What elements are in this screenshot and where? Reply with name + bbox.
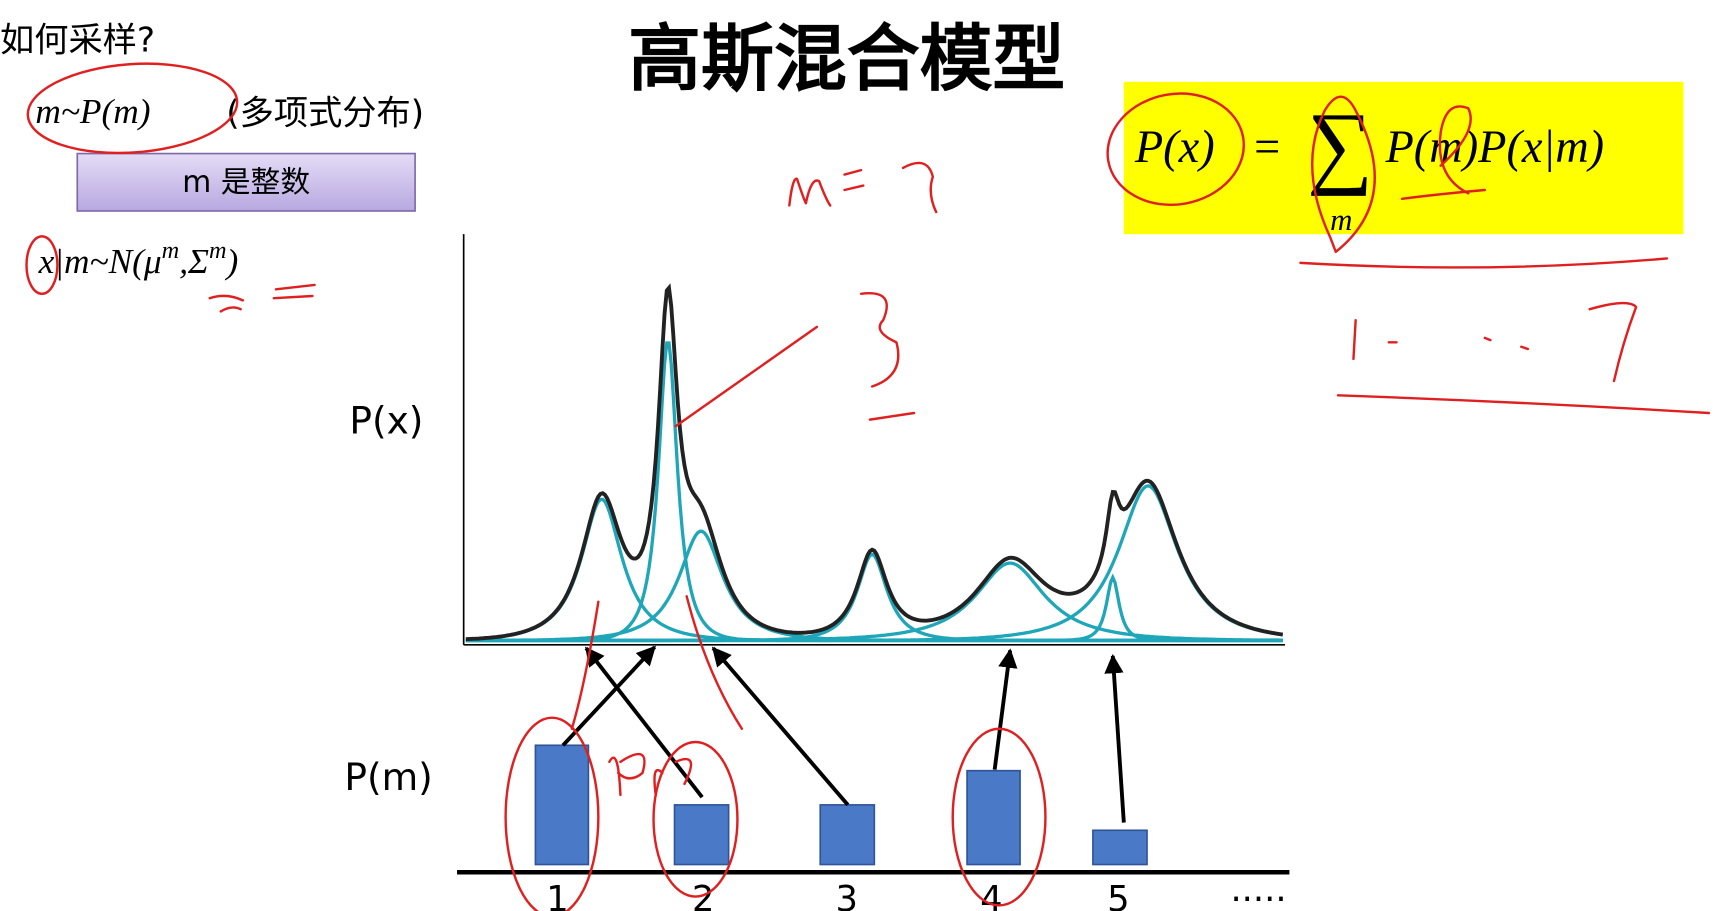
integer-note: m 是整数 — [182, 165, 310, 200]
bar-labels: 1 2 3 4 5 ····· — [546, 879, 1286, 911]
bar-label: 1 — [546, 879, 568, 911]
conditional-end: ) — [225, 242, 239, 281]
bar — [534, 744, 590, 866]
conditional-mid: ,Σ — [179, 242, 209, 281]
arrow — [992, 648, 1018, 770]
arrow — [584, 646, 704, 799]
bar-label: 3 — [835, 879, 857, 911]
bar-label: 5 — [1107, 879, 1129, 911]
conditional-sup: m — [162, 236, 180, 263]
formula-rhs: P(m)P(x|m) — [1384, 122, 1604, 173]
formula-eq: = — [1254, 122, 1280, 173]
component-curve — [465, 484, 1284, 643]
handwriting — [25, 62, 1711, 911]
formula-box — [1123, 81, 1684, 235]
conditional-formula: x|m~N(μm,Σm) — [38, 236, 239, 281]
formula-sum-sub: m — [1330, 202, 1352, 237]
bar — [1092, 829, 1148, 866]
bar — [819, 804, 876, 866]
pm-label: P(m) — [344, 755, 432, 799]
prior-note: (多项式分布) — [226, 93, 424, 133]
conditional-sup: m — [209, 236, 227, 263]
component-curve — [465, 341, 1283, 643]
arrow — [561, 645, 657, 747]
formula-sum: ∑ — [1307, 94, 1373, 197]
mixture-curves — [465, 283, 1284, 643]
arrow — [1104, 653, 1126, 823]
question: 如何采样? — [0, 21, 155, 61]
prior-formula: m~P(m) — [35, 92, 150, 131]
arrow — [711, 646, 850, 807]
component-curve — [465, 529, 1283, 643]
arrows — [561, 645, 1126, 823]
bar — [673, 804, 730, 866]
bar-label: ····· — [1230, 879, 1286, 911]
px-label: P(x) — [349, 398, 423, 442]
slide-title: 高斯混合模型 — [628, 17, 1065, 102]
formula-lhs: P(x) — [1134, 122, 1215, 173]
prior-bars — [534, 744, 1148, 866]
bar — [966, 769, 1021, 866]
component-curve — [465, 552, 1283, 643]
integer-box — [76, 152, 416, 212]
component-curve — [465, 573, 1283, 643]
component-curve — [465, 561, 1283, 643]
mixture-curve — [465, 283, 1284, 642]
